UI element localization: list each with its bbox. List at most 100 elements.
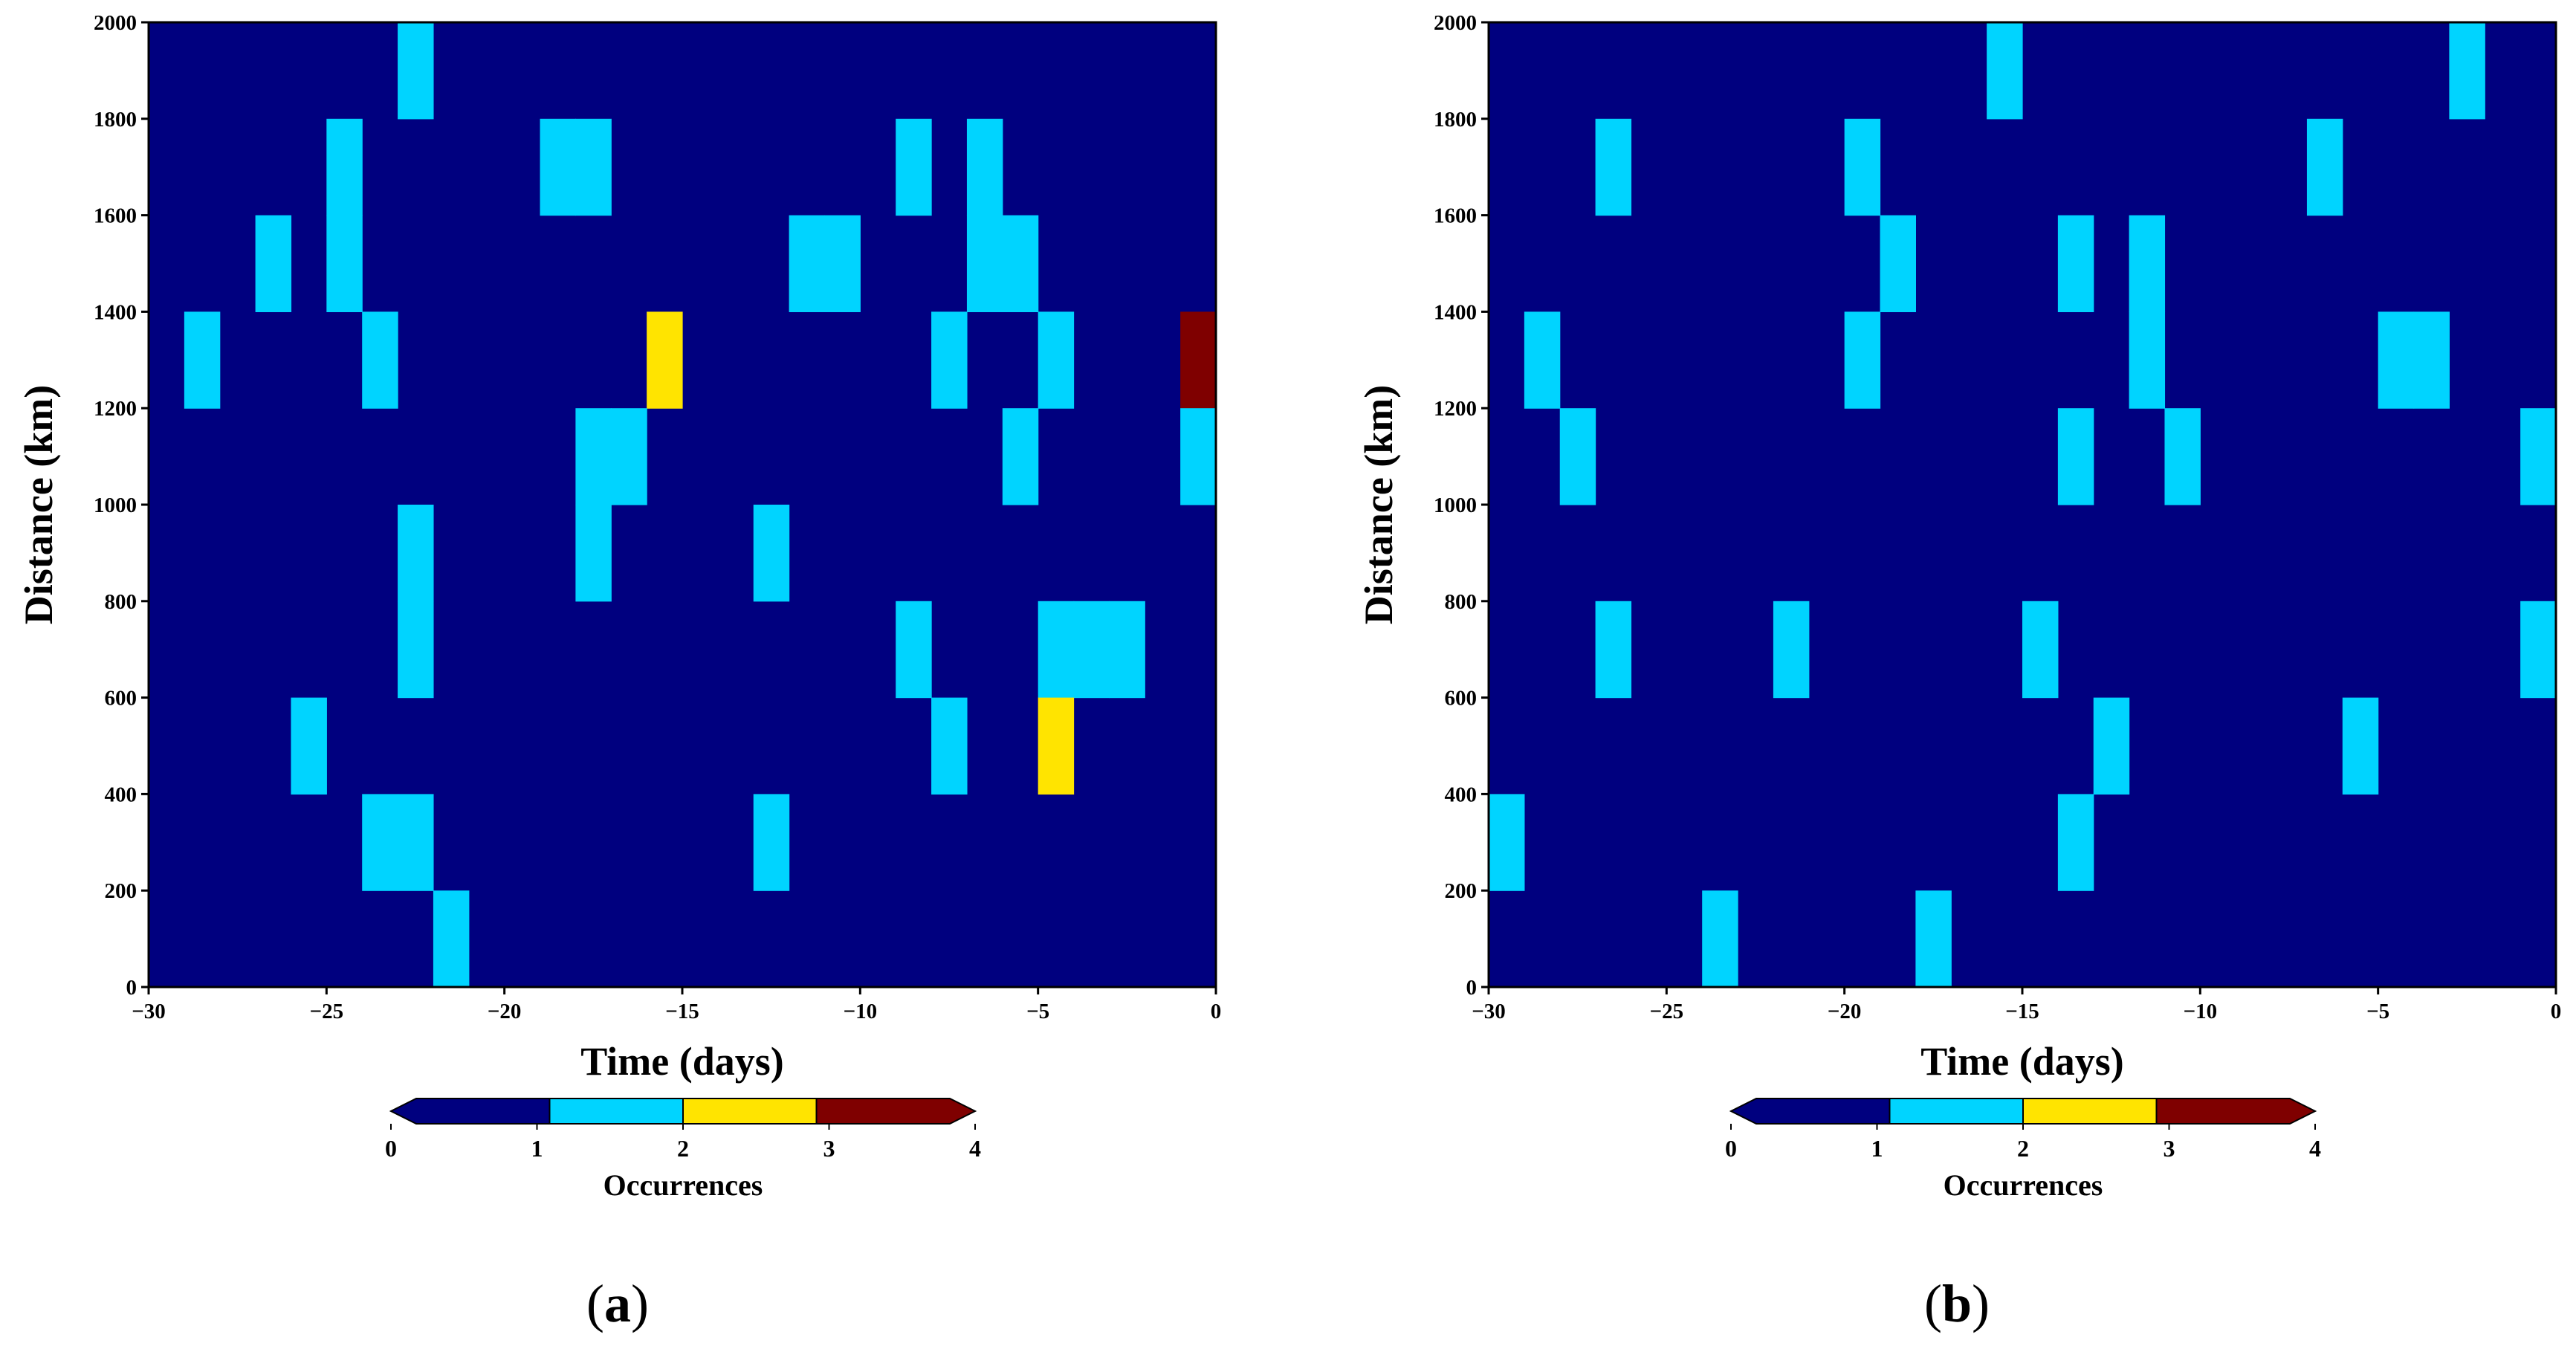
y-tick-label: 1800	[1434, 108, 1477, 132]
heatmap-cell	[2057, 215, 2094, 312]
heatmap-background	[149, 22, 1216, 987]
y-axis-label: Distance (km)	[16, 385, 61, 624]
x-tick-label: −30	[132, 1000, 166, 1023]
heatmap-cell	[2342, 697, 2379, 795]
y-tick-label: 800	[105, 590, 137, 614]
heatmap-cell	[2306, 118, 2343, 216]
y-tick-label: 600	[1445, 687, 1478, 711]
heatmap-cell	[1002, 215, 1039, 312]
colorbar-tick-label: 1	[531, 1135, 543, 1162]
colorbar-tick-label: 1	[1871, 1135, 1883, 1162]
heatmap-cell	[1844, 118, 1881, 216]
colorbar-tick-label: 4	[969, 1135, 981, 1162]
y-tick-label: 1600	[94, 204, 137, 228]
heatmap-cell	[2520, 408, 2557, 505]
colorbar-tick-label: 3	[2164, 1135, 2175, 1162]
heatmap-cell	[896, 118, 932, 216]
heatmap-cell	[1038, 601, 1075, 699]
colorbar-title: Occurrences	[1944, 1168, 2103, 1202]
colorbar-segment	[1889, 1098, 2024, 1125]
heatmap-cell	[540, 118, 576, 216]
y-tick-label: 1400	[1434, 300, 1477, 324]
colorbar-tick-label: 0	[1725, 1135, 1737, 1162]
heatmap-cell	[1038, 311, 1075, 409]
heatmap-cell	[326, 215, 363, 312]
heatmap-cell	[291, 697, 327, 795]
heatmap-cell	[1109, 601, 1145, 699]
chart-panel-a: −30 −25 −20 −15 −10 −5 0 0 200 400 600 800 1000 1200 1…	[16, 11, 1221, 1333]
heatmap-cell	[2520, 601, 2557, 699]
colorbar: 0 1 2 3 4 Occurrences	[385, 1098, 981, 1202]
heatmap-cell	[326, 118, 363, 216]
colorbar-segment	[2022, 1098, 2158, 1125]
y-tick-label: 800	[1445, 590, 1478, 614]
x-tick-label: −10	[844, 1000, 878, 1023]
heatmap-cell	[2449, 22, 2485, 120]
y-tick-label: 0	[1466, 976, 1478, 1000]
heatmap-cell	[1180, 408, 1217, 505]
heatmap-cell	[2093, 697, 2130, 795]
colorbar-segment	[548, 1098, 684, 1125]
heatmap-cell	[789, 215, 826, 312]
colorbar-segment	[389, 1098, 551, 1125]
colorbar-tick-label: 2	[677, 1135, 689, 1162]
y-tick-label: 2000	[94, 11, 137, 35]
heatmap-cell	[362, 311, 398, 409]
heatmap-cell	[184, 311, 221, 409]
heatmap-cell	[1595, 118, 1632, 216]
y-tick-label: 200	[1445, 879, 1478, 903]
heatmap-cell	[1489, 794, 1525, 891]
x-tick-label: −20	[1828, 1000, 1862, 1023]
x-tick-label: −25	[310, 1000, 344, 1023]
heatmap-cell	[931, 311, 968, 409]
y-tick-label: 200	[105, 879, 137, 903]
heatmap-cell	[1773, 601, 1810, 699]
colorbar-segment	[682, 1098, 818, 1125]
heatmap-cell	[966, 215, 1003, 312]
heatmap-cell	[575, 408, 612, 505]
panel-label-close: )	[631, 1274, 649, 1333]
panel-label-open: (	[586, 1274, 604, 1333]
colorbar-tick-label: 2	[2017, 1135, 2029, 1162]
panel-label-open: (	[1924, 1274, 1942, 1333]
y-tick-label: 1000	[94, 494, 137, 517]
heatmap-cell	[647, 311, 683, 409]
heatmap-cell	[1595, 601, 1632, 699]
chart-panel-b: −30 −25 −20 −15 −10 −5 0 0 200 400 600 800 1000 1200 1…	[1356, 11, 2561, 1333]
x-tick-label: −25	[1650, 1000, 1684, 1023]
heatmap-cell	[753, 794, 790, 891]
heatmap-cell	[2378, 311, 2415, 409]
colorbar-segment	[2155, 1098, 2317, 1125]
heatmap-cell	[1038, 697, 1075, 795]
y-tick-label: 600	[105, 687, 137, 711]
heatmap-background	[1489, 22, 2556, 987]
y-tick-label: 1400	[94, 300, 137, 324]
y-tick-label: 1000	[1434, 494, 1477, 517]
heatmap-cell	[1880, 215, 1916, 312]
heatmap-cell	[2057, 794, 2094, 891]
heatmap-cell	[398, 505, 434, 602]
y-tick-label: 1200	[1434, 397, 1477, 421]
heatmap-cell	[824, 215, 861, 312]
panel-label: (a)	[586, 1274, 649, 1333]
heatmap-cell	[575, 118, 612, 216]
heatmap-cell	[1002, 408, 1039, 505]
heatmap-cell	[1073, 601, 1110, 699]
heatmap-cell	[2413, 311, 2450, 409]
x-tick-label: −15	[2005, 1000, 2039, 1023]
colorbar-tick-label: 4	[2309, 1135, 2321, 1162]
x-tick-label: −20	[488, 1000, 522, 1023]
y-tick-label: 400	[1445, 783, 1478, 806]
x-tick-label: −15	[665, 1000, 699, 1023]
colorbar-title: Occurrences	[603, 1168, 763, 1202]
y-tick-label: 0	[126, 976, 137, 1000]
heatmap-cell	[398, 22, 434, 120]
heatmap-cell	[575, 505, 612, 602]
heatmap-cell	[1524, 311, 1561, 409]
heatmap-cell	[896, 601, 932, 699]
heatmap-cell	[2057, 408, 2094, 505]
heatmap-cell	[931, 697, 968, 795]
heatmap-cell	[2022, 601, 2059, 699]
heatmap-cell	[398, 794, 434, 891]
panel-label-letter: b	[1942, 1274, 1972, 1333]
